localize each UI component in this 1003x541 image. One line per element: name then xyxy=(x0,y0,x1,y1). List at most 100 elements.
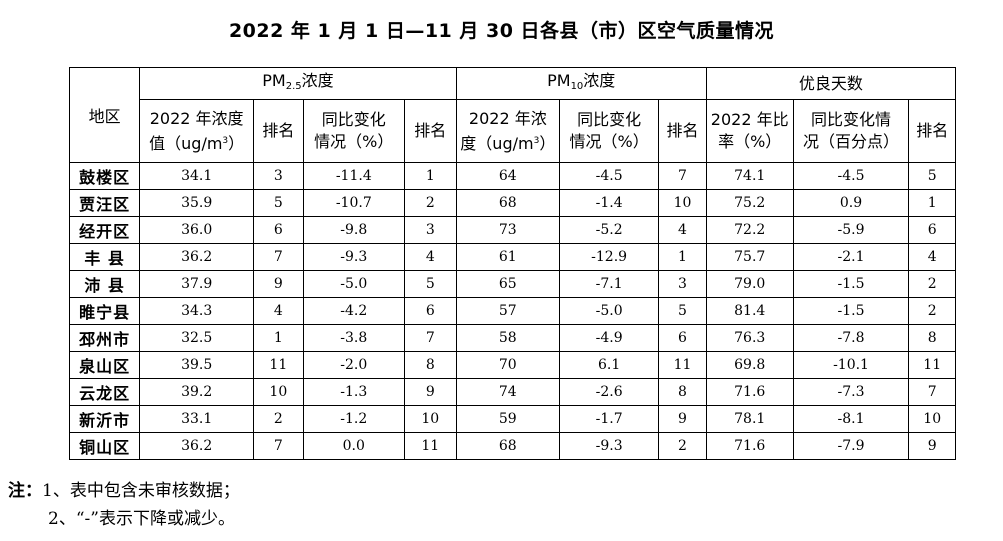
cell-pm25-rank: 10 xyxy=(253,378,304,406)
cell-pm25-yoy-rank: 9 xyxy=(403,378,457,406)
header-pm25-concentration: 2022 年浓度 值（ug/m3） xyxy=(139,99,255,163)
air-quality-table: 地区 PM2.5浓度 PM10浓度 优良天数 2022 年浓度 值（ug/m3） … xyxy=(68,67,957,460)
cell-pm25-rank: 7 xyxy=(253,432,304,460)
cell-pm25-concentration: 32.5 xyxy=(139,324,255,352)
cell-pm10-yoy: 6.1 xyxy=(558,351,660,379)
notes-label: 注： xyxy=(8,481,42,501)
header-pm10: PM10浓度 xyxy=(455,67,707,100)
cell-pm25-yoy: -5.0 xyxy=(302,270,405,298)
cell-good-yoy: 0.9 xyxy=(792,189,910,217)
cell-good-yoy: -7.3 xyxy=(792,378,910,406)
cell-area: 泉山区 xyxy=(68,351,141,379)
cell-good-ratio: 75.7 xyxy=(705,243,794,271)
cell-pm10-yoy: -4.5 xyxy=(558,162,660,190)
cell-area: 经开区 xyxy=(68,216,141,244)
cell-pm25-yoy-rank: 7 xyxy=(403,324,457,352)
cell-pm25-concentration: 36.0 xyxy=(139,216,255,244)
table-row: 鼓楼区 34.1 3 -11.4 1 64 -4.5 7 74.1 -4.5 5 xyxy=(68,162,956,190)
cell-pm10-concentration: 57 xyxy=(455,297,561,325)
cell-pm25-yoy-rank: 1 xyxy=(403,162,457,190)
cell-pm10-yoy: -1.4 xyxy=(558,189,660,217)
cell-good-yoy: -2.1 xyxy=(792,243,910,271)
cell-area: 沛 县 xyxy=(68,270,141,298)
cell-pm25-concentration: 39.5 xyxy=(139,351,255,379)
cell-good-ratio: 81.4 xyxy=(705,297,794,325)
cell-pm25-yoy: -11.4 xyxy=(302,162,405,190)
cell-area: 邳州市 xyxy=(68,324,141,352)
cell-good-yoy: -1.5 xyxy=(792,297,910,325)
header-good-ratio: 2022 年比 率（%） xyxy=(705,99,794,163)
cell-good-rank: 2 xyxy=(908,270,956,298)
cell-pm25-yoy: -1.3 xyxy=(302,378,405,406)
cell-pm10-rank: 1 xyxy=(658,243,707,271)
cell-pm10-rank: 9 xyxy=(658,405,707,433)
cell-pm25-yoy-rank: 4 xyxy=(403,243,457,271)
cell-good-rank: 10 xyxy=(908,405,956,433)
cell-pm10-concentration: 65 xyxy=(455,270,561,298)
cell-pm25-rank: 6 xyxy=(253,216,304,244)
cell-pm25-yoy: -10.7 xyxy=(302,189,405,217)
header-pm25-yoy-rank: 排名 xyxy=(403,99,457,163)
header-pm25-concentration-line2: 值（ug/m xyxy=(149,133,223,153)
header-pm10-suffix: 浓度 xyxy=(583,70,616,90)
cell-pm10-rank: 10 xyxy=(658,189,707,217)
cell-pm10-concentration: 61 xyxy=(455,243,561,271)
page-title: 2022 年 1 月 1 日—11 月 30 日各县（市）区空气质量情况 xyxy=(228,20,775,42)
cell-good-ratio: 72.2 xyxy=(705,216,794,244)
cell-pm10-concentration: 73 xyxy=(455,216,561,244)
table-row: 丰 县 36.2 7 -9.3 4 61 -12.9 1 75.7 -2.1 4 xyxy=(68,243,956,271)
header-area: 地区 xyxy=(68,67,141,163)
cell-good-yoy: -7.9 xyxy=(792,432,910,460)
header-pm25-concentration-line1: 2022 年浓度 xyxy=(149,108,244,128)
header-good-ratio-line1: 2022 年比 xyxy=(710,110,789,129)
cell-pm10-yoy: -5.2 xyxy=(558,216,660,244)
cell-pm25-concentration: 34.1 xyxy=(139,162,255,190)
header-pm10-yoy-line2: 情况（%） xyxy=(569,132,649,151)
cell-pm10-concentration: 64 xyxy=(455,162,561,190)
header-pm25-suffix: 浓度 xyxy=(301,70,334,90)
cell-pm10-rank: 4 xyxy=(658,216,707,244)
table-row: 新沂市 33.1 2 -1.2 10 59 -1.7 9 78.1 -8.1 10 xyxy=(68,405,956,433)
notes: 注：1、表中包含未审核数据； 2、“-”表示下降或减少。 xyxy=(8,477,240,533)
header-pm25-concentration-sup: 3 xyxy=(222,135,229,146)
cell-good-rank: 9 xyxy=(908,432,956,460)
cell-good-yoy: -10.1 xyxy=(792,351,910,379)
cell-pm25-rank: 9 xyxy=(253,270,304,298)
header-pm25-yoy-line2: 情况（%） xyxy=(314,132,394,151)
cell-area: 睢宁县 xyxy=(68,297,141,325)
header-pm10-yoy: 同比变化 情况（%） xyxy=(558,99,660,163)
cell-pm25-yoy-rank: 11 xyxy=(403,432,457,460)
cell-good-ratio: 78.1 xyxy=(705,405,794,433)
cell-good-ratio: 79.0 xyxy=(705,270,794,298)
cell-pm10-rank: 3 xyxy=(658,270,707,298)
cell-pm25-rank: 2 xyxy=(253,405,304,433)
cell-good-rank: 8 xyxy=(908,324,956,352)
header-pm25-yoy-line1: 同比变化 xyxy=(321,110,386,129)
cell-pm10-rank: 6 xyxy=(658,324,707,352)
cell-pm25-yoy-rank: 2 xyxy=(403,189,457,217)
cell-good-yoy: -8.1 xyxy=(792,405,910,433)
cell-pm10-rank: 7 xyxy=(658,162,707,190)
note-line-1: 注：1、表中包含未审核数据； xyxy=(8,477,240,505)
header-good-yoy-line2: 况（百分点） xyxy=(803,132,900,151)
cell-pm10-yoy: -7.1 xyxy=(558,270,660,298)
cell-pm25-yoy-rank: 6 xyxy=(403,297,457,325)
cell-pm25-yoy: -2.0 xyxy=(302,351,405,379)
table-row: 沛 县 37.9 9 -5.0 5 65 -7.1 3 79.0 -1.5 2 xyxy=(68,270,956,298)
cell-pm25-rank: 5 xyxy=(253,189,304,217)
cell-good-rank: 2 xyxy=(908,297,956,325)
cell-pm25-concentration: 34.3 xyxy=(139,297,255,325)
cell-pm10-rank: 5 xyxy=(658,297,707,325)
cell-pm25-yoy: -3.8 xyxy=(302,324,405,352)
note-1-text: 1、表中包含未审核数据； xyxy=(42,481,240,501)
cell-pm25-yoy: -9.3 xyxy=(302,243,405,271)
cell-pm25-concentration: 35.9 xyxy=(139,189,255,217)
header-good-ratio-line2: 率（%） xyxy=(718,132,782,151)
cell-good-ratio: 69.8 xyxy=(705,351,794,379)
cell-pm25-concentration: 37.9 xyxy=(139,270,255,298)
header-pm25: PM2.5浓度 xyxy=(139,67,457,100)
table-row: 铜山区 36.2 7 0.0 11 68 -9.3 2 71.6 -7.9 9 xyxy=(68,432,956,460)
cell-good-rank: 11 xyxy=(908,351,956,379)
cell-pm25-concentration: 36.2 xyxy=(139,243,255,271)
cell-good-ratio: 74.1 xyxy=(705,162,794,190)
